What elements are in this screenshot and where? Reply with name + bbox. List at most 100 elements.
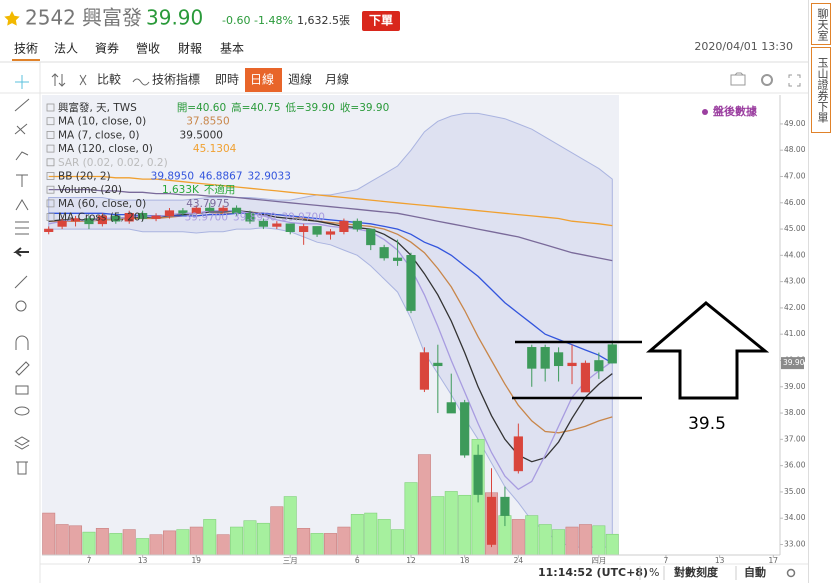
legend-reading: 45.1304	[193, 143, 237, 155]
legend-reading: 收=39.90	[340, 101, 389, 114]
volume-bar	[109, 533, 123, 556]
tab[interactable]: 技術	[14, 42, 38, 56]
period[interactable]: 即時	[215, 73, 239, 87]
volume-bar	[82, 531, 96, 556]
y-tick-label: 37.00	[784, 434, 806, 443]
candle-body	[57, 220, 67, 227]
annotation-text: 39.5	[688, 414, 726, 434]
side-button[interactable]: 玉山證券下單	[811, 47, 831, 133]
toolbar-compare[interactable]: 比較	[97, 72, 121, 87]
legend-reading: 39.9700	[281, 212, 324, 224]
status-auto[interactable]: 自動	[744, 565, 766, 579]
legend-reading: 37.8550	[186, 116, 229, 128]
candle-body	[272, 223, 282, 227]
tab[interactable]: 財報	[178, 41, 202, 56]
y-tick-label: 42.00	[784, 303, 806, 312]
toolbar-indicators[interactable]: 技術指標	[152, 72, 200, 87]
legend-toggle	[46, 130, 55, 139]
volume-bar	[297, 528, 311, 556]
y-tick-label: 36.00	[784, 461, 806, 470]
volume-bar	[458, 494, 472, 556]
legend-name: Volume (20)	[58, 184, 122, 196]
legend-toggle	[46, 117, 55, 126]
period[interactable]: 日線	[250, 72, 274, 87]
candle-body	[352, 220, 362, 230]
drawing-tools[interactable]	[13, 75, 31, 475]
order-button[interactable]	[362, 11, 400, 31]
volume-bar	[136, 538, 150, 556]
tab[interactable]: 營收	[136, 42, 160, 56]
legend-reading: 39.9700	[185, 212, 228, 224]
tab[interactable]: 基本	[220, 42, 244, 56]
volume-bar	[605, 533, 619, 556]
legend-row: Volume (20) 1.633K 不適用	[58, 183, 235, 196]
legend-toggle	[46, 185, 55, 194]
legend-name: MA (7, close, 0)	[58, 129, 140, 141]
icon[interactable]	[51, 73, 66, 87]
candle-body	[339, 220, 349, 232]
x-tick-label: 24	[514, 556, 524, 565]
y-tick-label: 33.00	[784, 539, 806, 548]
legend-reading: 1.633K	[162, 184, 200, 196]
legend-reading: 39.8950	[233, 212, 276, 224]
status-log[interactable]: 對數刻度	[674, 565, 719, 579]
candle-body	[245, 212, 255, 222]
period-active[interactable]	[245, 68, 282, 92]
candle-body	[299, 226, 309, 232]
volume-bar	[216, 534, 230, 556]
x-tick-label: 三月	[283, 556, 298, 565]
legend-reading: 32.9033	[248, 171, 291, 183]
volume-bar	[283, 496, 297, 556]
legend-reading: 低=39.90	[286, 101, 335, 114]
period[interactable]: 週線	[288, 72, 312, 87]
volume-bar	[55, 524, 69, 556]
candle-body	[607, 344, 617, 364]
volume-bar	[243, 520, 257, 556]
legend-reading: 不適用	[204, 183, 236, 196]
volume-bar	[256, 522, 270, 556]
icon[interactable]	[730, 72, 746, 86]
order-button-label[interactable]: 下單	[369, 14, 393, 28]
candle-body	[460, 402, 470, 456]
icon[interactable]	[786, 568, 796, 578]
candle-body	[419, 352, 430, 390]
volume-bar	[203, 519, 217, 556]
candle-body	[392, 257, 403, 261]
legend-row: MA (7, close, 0) 39.5000	[58, 129, 223, 141]
indicator-line	[48, 175, 613, 227]
legend-reading: 高=40.75	[231, 101, 280, 114]
candle-body	[500, 496, 510, 516]
candle-body	[513, 436, 523, 472]
after-hours-dot	[702, 109, 708, 115]
side-button[interactable]: 聊天室	[811, 3, 831, 45]
volume-bar	[511, 519, 525, 556]
candle-body	[567, 362, 577, 367]
legend-row: BB (20, 2) 39.8950 46.8867 32.9033	[58, 171, 291, 183]
after-hours[interactable]: 盤後數據	[712, 104, 758, 118]
candle-body	[205, 207, 215, 211]
y-tick-label: 45.00	[784, 224, 806, 233]
status-percent[interactable]: %	[649, 566, 659, 579]
y-tick-label: 34.00	[784, 513, 806, 522]
period[interactable]: 月線	[325, 72, 349, 87]
candle-body	[111, 215, 121, 222]
favorite-star[interactable]	[4, 11, 20, 26]
icon[interactable]	[132, 78, 150, 86]
candle-body	[312, 226, 322, 235]
candle-body	[527, 347, 537, 369]
volume-bar	[310, 533, 324, 556]
x-tick-label: 四月	[591, 556, 606, 565]
x-tick-label: 7	[664, 556, 669, 565]
x-tick-label: 7	[87, 556, 92, 565]
icon[interactable]	[79, 74, 87, 86]
candle-body	[124, 212, 134, 222]
tab[interactable]: 法人	[54, 42, 78, 56]
candle-body	[84, 218, 94, 225]
tab[interactable]: 資券	[95, 41, 119, 56]
candle-body	[540, 347, 550, 369]
candle-body	[178, 210, 188, 214]
icon[interactable]	[761, 74, 773, 86]
volume-bar	[391, 529, 405, 556]
icon[interactable]	[788, 74, 801, 87]
